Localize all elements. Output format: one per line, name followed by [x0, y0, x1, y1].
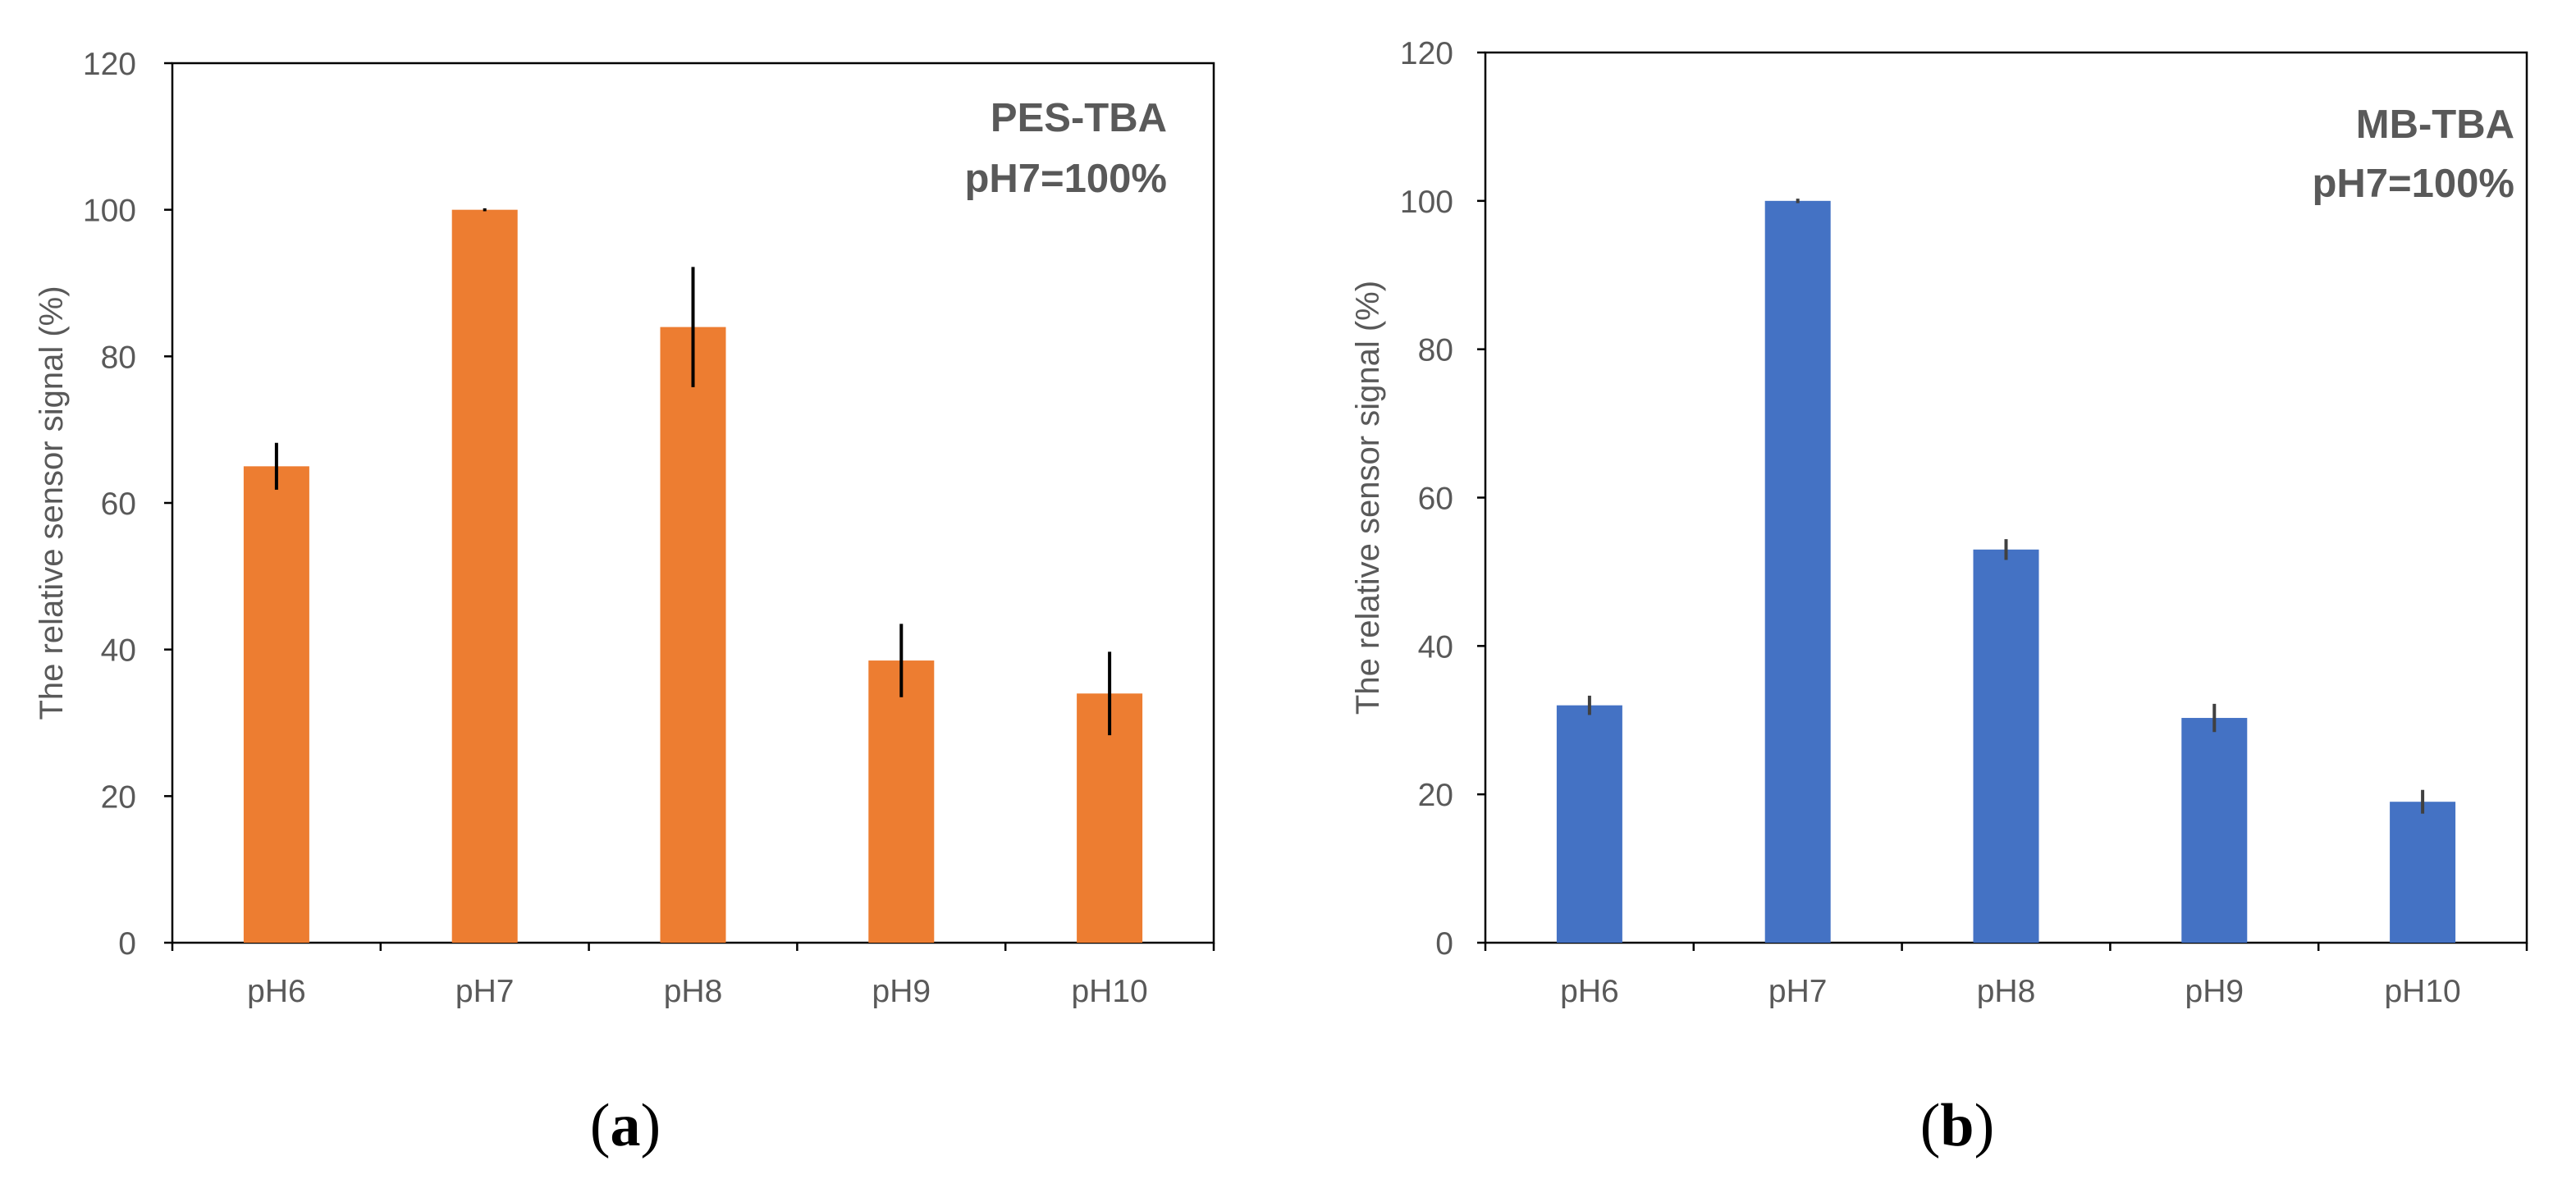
y-tick-label: 80: [1418, 333, 1453, 368]
y-tick-label: 60: [1418, 482, 1453, 517]
panel-label-letter: b: [1940, 1092, 1974, 1159]
y-tick-label: 100: [1400, 185, 1453, 220]
bar-ph8: [1973, 549, 2039, 943]
bar-ph9: [868, 660, 935, 943]
x-tick-label: pH7: [455, 974, 515, 1009]
chart-panel-a: 0 20 40 60 80 100 120 pH6 pH7 pH8 pH9 pH10 The relat…: [34, 47, 1215, 1159]
x-tick-label: pH6: [1560, 974, 1619, 1009]
annotation-line-1: PES-TBA: [991, 96, 1167, 140]
bar-ph7: [451, 209, 518, 943]
x-tick-label: pH6: [247, 974, 306, 1009]
chart-panel-b: 0 20 40 60 80 100 120 pH6 pH7 pH8 pH9 pH10 The relat…: [1350, 36, 2528, 1159]
x-tick-label: pH8: [664, 974, 723, 1009]
panel-label: (b): [1920, 1092, 1994, 1159]
annotation-line-2: pH7=100%: [2312, 162, 2514, 206]
y-tick-label: 40: [101, 633, 136, 669]
bar-ph7: [1764, 200, 1831, 944]
y-tick-label: 80: [101, 340, 136, 375]
y-tick-label: 20: [101, 779, 136, 815]
bar-ph9: [2181, 718, 2248, 943]
bar-ph6: [243, 466, 309, 943]
y-axis-title: The relative sensor signal (%): [34, 286, 70, 720]
bar-ph10: [2390, 802, 2456, 943]
y-tick-label: 60: [101, 487, 136, 522]
annotation-line-2: pH7=100%: [964, 157, 1167, 201]
x-tick-label: pH9: [2185, 974, 2244, 1009]
y-tick-label: 120: [83, 47, 136, 82]
y-tick-label: 40: [1418, 629, 1453, 665]
panel-label: (a): [590, 1092, 661, 1159]
x-tick-label: pH8: [1977, 974, 2036, 1009]
y-axis-title: The relative sensor signal (%): [1350, 281, 1386, 715]
annotation-line-1: MB-TBA: [2356, 103, 2514, 147]
bar-ph6: [1556, 705, 1622, 943]
y-tick-label: 100: [83, 194, 136, 229]
y-tick-label: 0: [118, 926, 136, 962]
bar-ph8: [660, 327, 726, 944]
x-tick-label: pH10: [1071, 974, 1147, 1009]
y-tick-label: 120: [1400, 36, 1453, 71]
x-tick-label: pH10: [2384, 974, 2460, 1009]
panel-label-letter: a: [611, 1092, 641, 1159]
x-tick-label: pH9: [872, 974, 931, 1009]
y-tick-label: 0: [1435, 926, 1453, 962]
x-tick-label: pH7: [1768, 974, 1828, 1009]
y-tick-label: 20: [1418, 778, 1453, 813]
